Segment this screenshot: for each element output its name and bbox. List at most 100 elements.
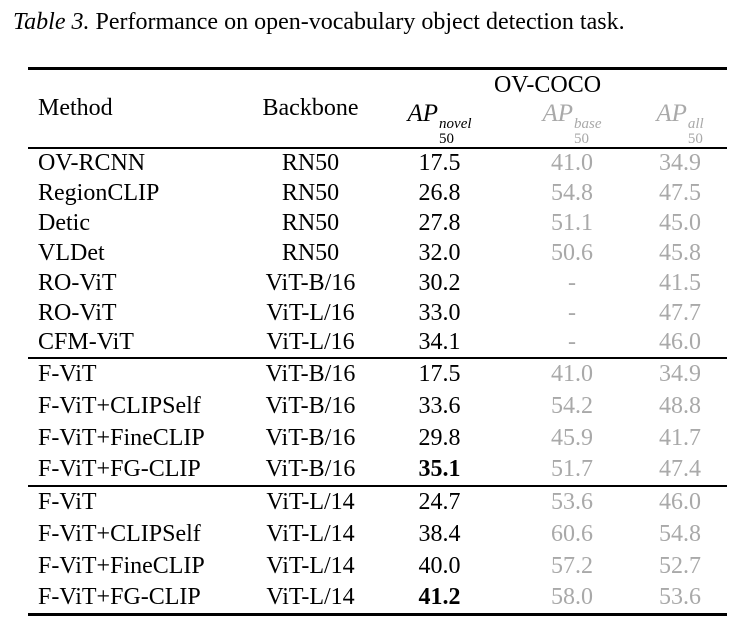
cell-backbone: RN50 xyxy=(281,209,340,236)
cell-ap-all: 45.0 xyxy=(659,209,702,236)
cell-method: F-ViT+FineCLIP xyxy=(38,552,205,579)
cell-method: F-ViT+FG-CLIP xyxy=(38,456,201,482)
ap-novel-symbol: AP xyxy=(407,100,439,127)
cell-backbone: ViT-B/16 xyxy=(265,361,356,387)
table-header: Method Backbone OV-COCO AP novel 50 AP base… xyxy=(28,69,728,148)
cell-backbone: ViT-L/16 xyxy=(266,299,355,326)
cell-method: F-ViT+CLIPSelf xyxy=(38,520,201,547)
cell-method: RO-ViT xyxy=(38,299,117,326)
cell-ap-all: 46.0 xyxy=(659,489,702,515)
table-row: F-ViT+CLIPSelf ViT-L/14 38.4 60.6 54.8 xyxy=(28,518,727,550)
table-row: RO-ViT ViT-B/16 30.2 - 41.5 xyxy=(28,268,727,298)
cell-ap-all: 54.8 xyxy=(659,520,702,547)
col-header-method: Method xyxy=(38,95,113,121)
col-header-backbone: Backbone xyxy=(262,95,359,121)
section-fvit-l14: F-ViT ViT-L/14 24.7 53.6 46.0 F-ViT+CLIP… xyxy=(28,486,728,614)
cell-method: CFM-ViT xyxy=(38,329,134,355)
section-fvit-b16: F-ViT ViT-B/16 17.5 41.0 34.9 F-ViT+CLIP… xyxy=(28,358,728,486)
cell-ap-novel: 33.0 xyxy=(418,299,461,326)
cell-backbone: ViT-L/16 xyxy=(266,329,355,355)
table-row: RegionCLIP RN50 26.8 54.8 47.5 xyxy=(28,178,727,208)
cell-backbone: ViT-B/16 xyxy=(265,424,356,451)
cell-ap-base: 51.7 xyxy=(551,456,593,482)
cell-ap-base: 51.1 xyxy=(551,209,593,236)
cell-backbone: RN50 xyxy=(281,239,340,266)
cell-ap-novel: 29.8 xyxy=(418,424,461,451)
table-row: VLDet RN50 32.0 50.6 45.8 xyxy=(28,238,727,268)
cell-ap-novel: 27.8 xyxy=(418,209,461,236)
table-row: CFM-ViT ViT-L/16 34.1 - 46.0 xyxy=(28,328,727,358)
cell-ap-base: 58.0 xyxy=(551,583,593,610)
cell-ap-all: 47.5 xyxy=(659,179,702,206)
table-caption: Table 3. Performance on open-vocabulary … xyxy=(13,8,737,37)
group-header-row: Method Backbone OV-COCO xyxy=(28,69,727,122)
cell-ap-novel: 17.5 xyxy=(418,150,461,176)
cell-ap-all: 34.9 xyxy=(659,361,702,387)
cell-ap-all: 34.9 xyxy=(659,150,702,176)
cell-method: Detic xyxy=(38,209,90,236)
metric-header-row: AP novel 50 AP base 50 AP all 50 xyxy=(28,100,727,148)
ap-all-symbol: AP xyxy=(656,100,687,127)
col-group-header-ov-coco: OV-COCO xyxy=(493,71,602,98)
results-table: Method Backbone OV-COCO AP novel 50 AP base… xyxy=(28,67,728,616)
table-row: OV-RCNN RN50 17.5 41.0 34.9 xyxy=(28,148,727,178)
cell-method: VLDet xyxy=(38,239,105,266)
ap-all-subscript: 50 xyxy=(687,131,703,147)
table-row: RO-ViT ViT-L/16 33.0 - 47.7 xyxy=(28,298,727,328)
cell-ap-novel: 32.0 xyxy=(418,239,461,266)
cell-backbone: ViT-L/14 xyxy=(266,552,355,579)
table-row: F-ViT+FG-CLIP ViT-B/16 35.1 51.7 47.4 xyxy=(28,454,727,486)
cell-backbone: ViT-B/16 xyxy=(265,456,356,482)
cell-ap-all: 52.7 xyxy=(659,552,702,579)
cell-method: F-ViT+CLIPSelf xyxy=(38,392,201,419)
cell-method: F-ViT+FG-CLIP xyxy=(38,583,201,610)
ap-base-symbol: AP xyxy=(542,100,574,127)
ap-novel-subscript: 50 xyxy=(439,131,455,147)
ap-base-scripts: base 50 xyxy=(574,117,602,147)
table-row: Detic RN50 27.8 51.1 45.0 xyxy=(28,208,727,238)
cell-ap-novel: 41.2 xyxy=(418,583,461,610)
cell-ap-all: 47.4 xyxy=(659,456,702,482)
cell-ap-novel: 34.1 xyxy=(418,329,461,355)
cell-backbone: ViT-L/14 xyxy=(266,583,355,610)
section-prior-methods: OV-RCNN RN50 17.5 41.0 34.9 RegionCLIP R… xyxy=(28,148,727,358)
cell-ap-novel: 40.0 xyxy=(418,552,461,579)
table-row: F-ViT+FG-CLIP ViT-L/14 41.2 58.0 53.6 xyxy=(28,582,727,614)
ap-novel-scripts: novel 50 xyxy=(439,117,471,147)
table-row: F-ViT ViT-B/16 17.5 41.0 34.9 xyxy=(28,358,727,390)
cell-ap-all: 41.5 xyxy=(659,269,702,296)
cell-ap-all: 41.7 xyxy=(659,424,702,451)
cell-ap-novel: 33.6 xyxy=(418,392,461,419)
cell-method: RegionCLIP xyxy=(38,179,160,206)
ap-novel-superscript: novel xyxy=(439,116,472,132)
cell-ap-novel: 35.1 xyxy=(418,456,461,482)
cell-ap-all: 46.0 xyxy=(659,329,702,355)
cell-backbone: ViT-B/16 xyxy=(265,392,356,419)
cell-ap-base: 53.6 xyxy=(551,489,593,515)
cell-method: F-ViT xyxy=(38,361,97,387)
cell-backbone: RN50 xyxy=(281,179,340,206)
cell-backbone: ViT-B/16 xyxy=(265,269,356,296)
cell-ap-base: 60.6 xyxy=(551,520,593,547)
table-row: F-ViT+CLIPSelf ViT-B/16 33.6 54.2 48.8 xyxy=(28,390,727,422)
cell-ap-base: 45.9 xyxy=(551,424,593,451)
ap-base-subscript: 50 xyxy=(574,131,590,147)
cell-method: OV-RCNN xyxy=(38,150,146,176)
col-header-ap-novel: AP novel 50 xyxy=(368,100,511,148)
col-header-ap-base: AP base 50 xyxy=(511,100,633,148)
cell-ap-novel: 26.8 xyxy=(418,179,461,206)
caption-label: Table 3. xyxy=(13,9,90,35)
cell-ap-base: 54.8 xyxy=(551,179,593,206)
cell-ap-all: 45.8 xyxy=(659,239,702,266)
cell-ap-all: 48.8 xyxy=(659,392,702,419)
cell-method: RO-ViT xyxy=(38,269,117,296)
table-row: F-ViT+FineCLIP ViT-B/16 29.8 45.9 41.7 xyxy=(28,422,727,454)
cell-ap-base: 57.2 xyxy=(551,552,593,579)
ap-all-superscript: all xyxy=(687,116,704,132)
cell-backbone: ViT-L/14 xyxy=(266,489,355,515)
cell-ap-all: 47.7 xyxy=(659,299,702,326)
cell-ap-novel: 30.2 xyxy=(418,269,461,296)
cell-ap-novel: 38.4 xyxy=(418,520,461,547)
cell-ap-base: 54.2 xyxy=(551,392,593,419)
